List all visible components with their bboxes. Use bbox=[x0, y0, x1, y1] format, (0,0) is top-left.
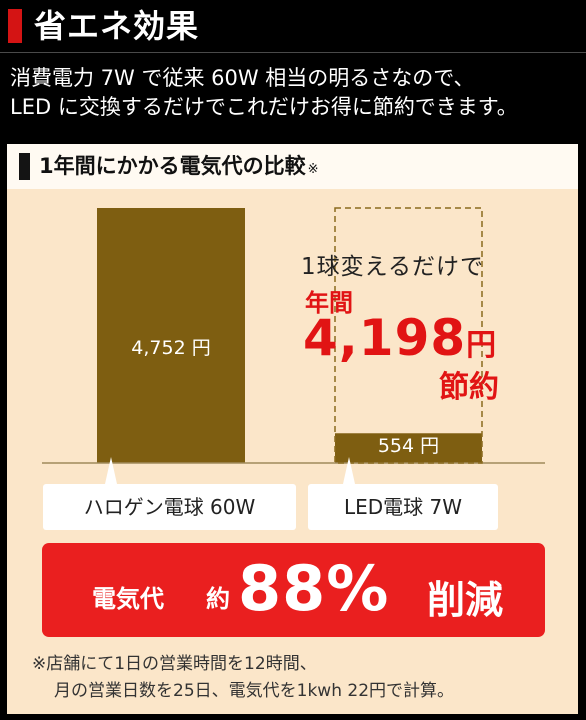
reduction-banner: 電気代 約 88% 削減 bbox=[42, 543, 545, 637]
bar-value-label-led: 554 円 bbox=[378, 435, 439, 457]
label-pointers bbox=[105, 457, 355, 484]
callout-year: 年間 bbox=[305, 289, 353, 317]
pointer-led bbox=[343, 457, 355, 484]
intro-line-2: LED に交換するだけでこれだけお得に節約できます。 bbox=[10, 95, 518, 119]
section-header: 省エネ効果 bbox=[0, 0, 586, 53]
reduction-value: 88% bbox=[238, 552, 390, 625]
footnote: ※店舗にて1日の営業時間を12時間、 月の営業日数を25日、電気代を1kwh 2… bbox=[32, 651, 454, 705]
panel-title-text: 1年間にかかる電気代の比較 bbox=[39, 154, 306, 178]
intro-line-1: 消費電力 7W で従来 60W 相当の明るさなので、 bbox=[10, 66, 475, 90]
led-bar-outline bbox=[334, 207, 483, 464]
chart-bars: 4,752 円 554 円 bbox=[97, 208, 482, 463]
callout-lead: 1球変えるだけで bbox=[301, 254, 484, 280]
panel-header: 1年間にかかる電気代の比較 ※ bbox=[7, 144, 578, 189]
callout-suffix: 節約 bbox=[439, 370, 499, 405]
bar-value-label-halogen: 4,752 円 bbox=[131, 337, 210, 359]
page-title: 省エネ効果 bbox=[34, 7, 200, 45]
callout-amount-value: 4,198 bbox=[303, 309, 467, 367]
footnote-line-2: 月の営業日数を25日、電気代を1kwh 22円で計算。 bbox=[54, 681, 455, 701]
reduction-prefix: 約 bbox=[206, 585, 230, 613]
callout-amount: 4,198円 bbox=[303, 305, 496, 383]
category-label-led: LED電球 7W bbox=[308, 484, 498, 530]
pointer-halogen bbox=[105, 457, 117, 484]
panel-title: 1年間にかかる電気代の比較 ※ bbox=[39, 152, 319, 184]
bar-led bbox=[335, 433, 482, 463]
footnote-line-1: ※店舗にて1日の営業時間を12時間、 bbox=[32, 654, 317, 674]
reduction-label: 電気代 bbox=[92, 585, 164, 613]
callout-amount-unit: 円 bbox=[466, 328, 497, 363]
bar-halogen bbox=[97, 208, 245, 463]
category-label-halogen: ハロゲン電球 60W bbox=[43, 484, 296, 530]
reduction-suffix: 削減 bbox=[427, 578, 504, 622]
intro-text: 消費電力 7W で従来 60W 相当の明るさなので、 LED に交換するだけでこ… bbox=[10, 64, 580, 122]
panel-note-mark: ※ bbox=[307, 162, 319, 177]
panel-accent-bar bbox=[19, 153, 30, 180]
header-accent-bar bbox=[8, 9, 22, 43]
